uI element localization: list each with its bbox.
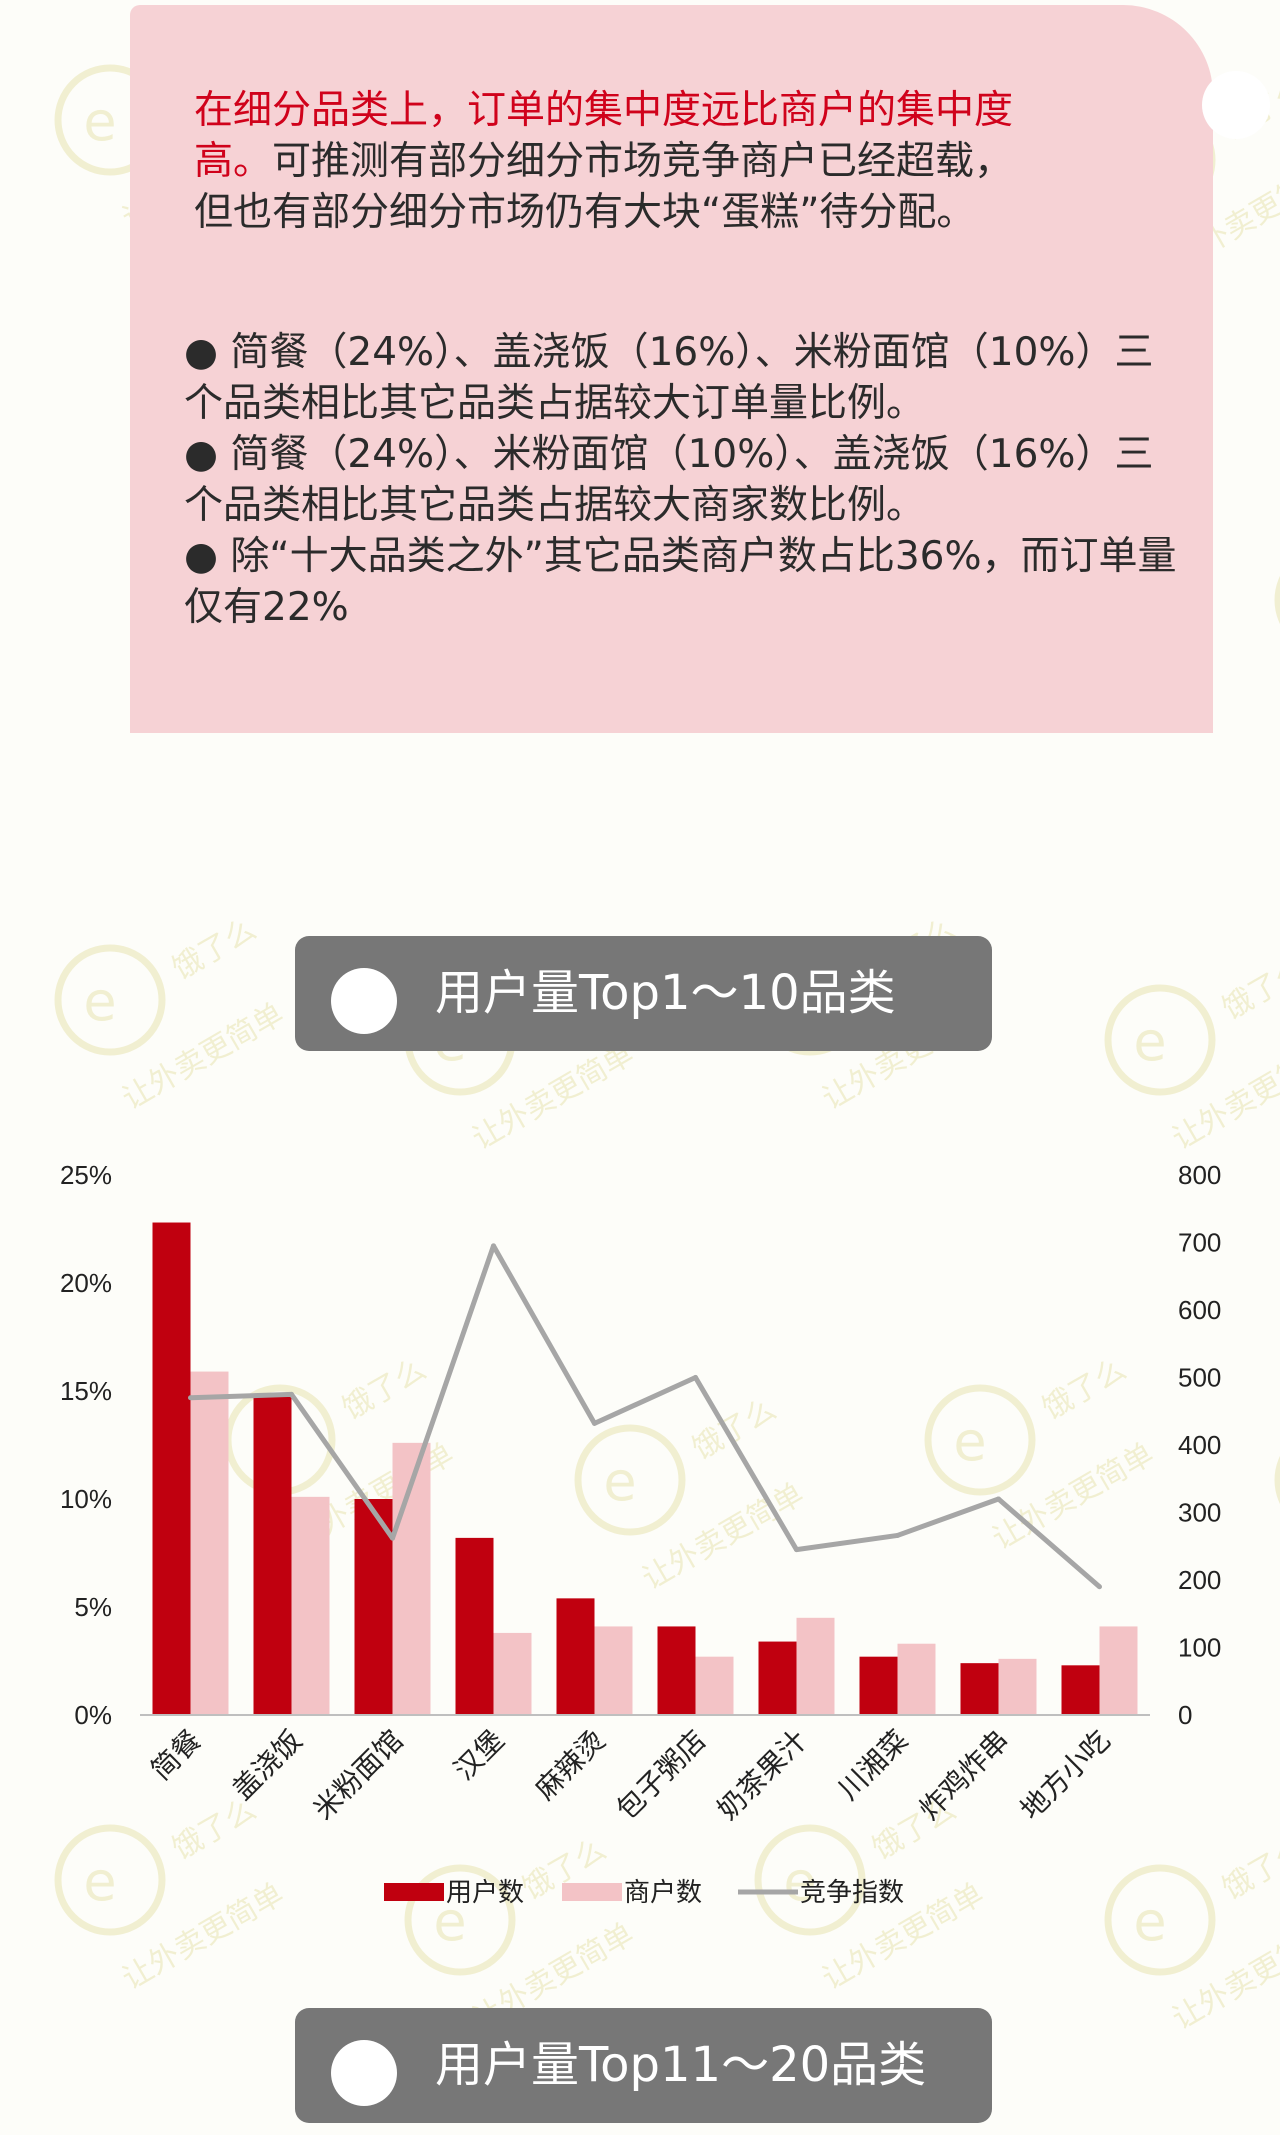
- card-punch-hole: [1202, 71, 1270, 139]
- bar-users: [253, 1395, 292, 1715]
- right-tick-label: 600: [1178, 1295, 1221, 1325]
- left-tick-label: 20%: [60, 1268, 112, 1298]
- bar-users: [657, 1626, 696, 1715]
- left-tick-label: 15%: [60, 1376, 112, 1406]
- bar-merchants: [695, 1656, 734, 1715]
- line-point: [491, 1243, 496, 1249]
- bar-users: [152, 1222, 191, 1715]
- bar-merchants: [998, 1658, 1037, 1715]
- bar-merchants: [493, 1632, 532, 1715]
- category-label: 地方小吃: [1014, 1724, 1117, 1827]
- category-label: 盖浇饭: [226, 1724, 309, 1807]
- bar-users: [455, 1537, 494, 1715]
- bar-users: [960, 1663, 999, 1715]
- logo-ring-icon: [54, 944, 166, 1056]
- line-point: [1097, 1584, 1102, 1590]
- circle-icon: [331, 968, 397, 1034]
- right-axis-ticks: 0 100 200 300 400 500 600 700 800: [1178, 1160, 1221, 1730]
- logo-ring-icon: [1104, 984, 1216, 1096]
- bar-merchants: [1099, 1626, 1138, 1715]
- line-point: [794, 1547, 799, 1553]
- category-label: 麻辣烫: [529, 1724, 612, 1807]
- summary-card: 在细分品类上，订单的集中度远比商户的集中度高。可推测有部分细分市场竞争商户已经超…: [130, 5, 1270, 733]
- category-label: 汉堡: [448, 1724, 511, 1787]
- summary-headline: 在细分品类上，订单的集中度远比商户的集中度高。可推测有部分细分市场竞争商户已经超…: [194, 85, 1014, 238]
- right-tick-label: 800: [1178, 1160, 1221, 1190]
- right-tick-label: 400: [1178, 1430, 1221, 1460]
- bar-merchants: [594, 1626, 633, 1715]
- summary-bullets: ● 简餐（24%）、盖浇饭（16%）、米粉面馆（10%）三个品类相比其它品类占据…: [184, 327, 1184, 633]
- chart-legend: 用户数 商户数 竞争指数: [384, 1878, 904, 1908]
- line-point: [390, 1535, 395, 1541]
- right-tick-label: 700: [1178, 1228, 1221, 1258]
- category-label: 米粉面馆: [307, 1724, 410, 1827]
- category-chart: 0% 5% 10% 15% 20% 25% 0 100 200 300 400 500 600 700 8…: [60, 1160, 1221, 1908]
- line-point: [188, 1395, 193, 1401]
- logo-e-icon: e: [83, 970, 116, 1033]
- bar-users: [354, 1499, 393, 1715]
- bar-series: [140, 1222, 1150, 1716]
- right-tick-label: 300: [1178, 1498, 1221, 1528]
- line-series: [188, 1243, 1102, 1590]
- bar-users: [556, 1598, 595, 1715]
- left-tick-label: 25%: [60, 1160, 112, 1190]
- left-tick-label: 0%: [74, 1700, 112, 1730]
- watermark-slogan: 让外卖更简单: [1167, 1037, 1280, 1157]
- section-header-top11-20: 用户量Top11～20品类: [295, 2008, 992, 2123]
- line-point: [592, 1420, 597, 1426]
- logo-e-icon: e: [83, 90, 116, 153]
- bar-merchants: [897, 1643, 936, 1715]
- watermark-slogan: 让外卖更简单: [467, 1037, 640, 1157]
- watermark-slogan: 让外卖更简单: [117, 997, 290, 1117]
- line-point: [895, 1532, 900, 1538]
- bullet-item: ● 除“十大品类之外”其它品类商户数占比36%，而订单量仅有22%: [184, 534, 1177, 630]
- circle-icon: [331, 2040, 397, 2106]
- headline-highlight: 在细分品类上，订单的集中度远比商户的集中度高。: [194, 88, 1014, 184]
- bullet-item: ● 简餐（24%）、盖浇饭（16%）、米粉面馆（10%）三个品类相比其它品类占据…: [184, 330, 1154, 426]
- legend-label: 商户数: [624, 1878, 702, 1908]
- legend-label: 用户数: [446, 1878, 524, 1908]
- left-tick-label: 5%: [74, 1592, 112, 1622]
- bar-users: [1061, 1665, 1100, 1715]
- line-point: [996, 1496, 1001, 1502]
- section-title: 用户量Top11～20品类: [435, 2037, 927, 2093]
- competition-index-line: [190, 1243, 1102, 1589]
- bullet-item: ● 简餐（24%）、米粉面馆（10%）、盖浇饭（16%）三个品类相比其它品类占据…: [184, 432, 1154, 528]
- bar-users: [758, 1641, 797, 1715]
- category-label: 包子粥店: [610, 1724, 713, 1827]
- section-title: 用户量Top1～10品类: [435, 965, 896, 1021]
- category-label: 川湘菜: [832, 1724, 915, 1807]
- line-point: [289, 1391, 294, 1397]
- right-tick-label: 0: [1178, 1700, 1192, 1730]
- watermark-slogan: 让外卖更简单: [1167, 1917, 1280, 2037]
- bar-users: [859, 1656, 898, 1715]
- right-tick-label: 500: [1178, 1363, 1221, 1393]
- right-tick-label: 100: [1178, 1633, 1221, 1663]
- watermark-logo-text: 饿了么: [167, 912, 262, 987]
- headline-rest: 可推测有部分细分市场竞争商户已经超载，但也有部分细分市场仍有大块“蛋糕”待分配。: [194, 139, 1014, 235]
- left-axis-ticks: 0% 5% 10% 15% 20% 25%: [60, 1160, 112, 1730]
- legend-swatch: [562, 1883, 622, 1901]
- bar-merchants: [796, 1617, 835, 1715]
- line-point: [693, 1375, 698, 1380]
- right-tick-label: 200: [1178, 1565, 1221, 1595]
- watermark-logo-text: 饿了么: [1217, 952, 1280, 1027]
- section-header-top1-10: 用户量Top1～10品类: [295, 936, 992, 1051]
- logo-e-icon: e: [1133, 1010, 1166, 1073]
- category-label: 奶茶果汁: [711, 1724, 814, 1827]
- legend-swatch: [384, 1883, 444, 1901]
- bar-merchants: [190, 1371, 229, 1715]
- bar-merchants: [291, 1496, 330, 1715]
- category-label: 简餐: [145, 1724, 208, 1787]
- left-tick-label: 10%: [60, 1484, 112, 1514]
- legend-label: 竞争指数: [800, 1878, 904, 1908]
- category-label: 炸鸡炸串: [913, 1724, 1016, 1827]
